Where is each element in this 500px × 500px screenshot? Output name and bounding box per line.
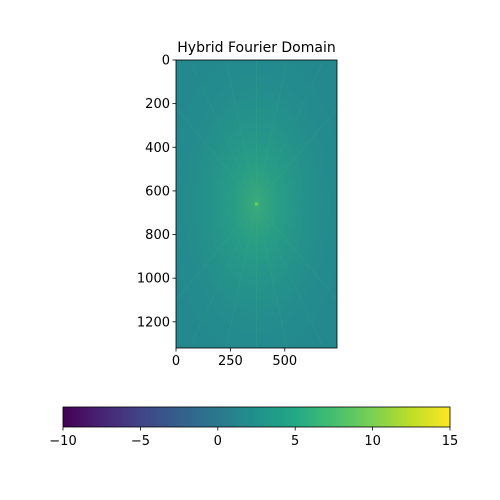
y-tick-label: 1200 xyxy=(137,315,170,330)
colorbar-tick-label: 0 xyxy=(214,434,222,449)
y-tick-label: 600 xyxy=(145,184,170,199)
y-tick-label: 0 xyxy=(162,54,170,69)
x-tick-label: 0 xyxy=(172,354,180,369)
colorbar-tick-label: 15 xyxy=(442,434,459,449)
colorbar-tick-label: 10 xyxy=(364,434,381,449)
chart-title: Hybrid Fourier Domain xyxy=(177,40,335,56)
colorbar-tick-label: −5 xyxy=(131,434,150,449)
y-tick-label: 400 xyxy=(145,141,170,156)
x-tick-label: 250 xyxy=(218,354,243,369)
colorbar-tick-label: 5 xyxy=(291,434,299,449)
y-tick-label: 200 xyxy=(145,97,170,112)
y-tick-label: 1000 xyxy=(137,272,170,287)
colorbar-gradient xyxy=(63,407,450,427)
colorbar: −10 −5 0 5 10 15 xyxy=(49,407,458,449)
x-tick-label: 500 xyxy=(272,354,297,369)
colorbar-tick-label: −10 xyxy=(49,434,76,449)
y-tick-label: 800 xyxy=(145,228,170,243)
heatmap-peak xyxy=(255,202,259,206)
